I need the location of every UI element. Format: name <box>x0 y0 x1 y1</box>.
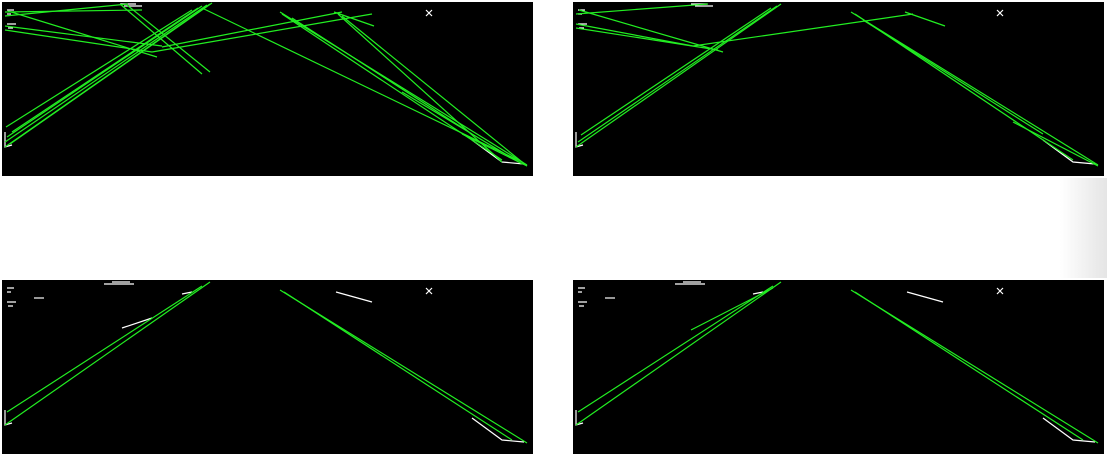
edge-shadow <box>1060 178 1107 278</box>
edge-fragments <box>4 3 525 165</box>
panel-top-right <box>573 2 1104 176</box>
edge-fragments <box>4 281 525 443</box>
panel-bottom-left <box>2 280 533 454</box>
lane-lines-canvas <box>575 281 1099 444</box>
panel-bottom-right <box>573 280 1104 454</box>
edge-fragments <box>575 3 1096 165</box>
panel-top-left <box>2 2 533 176</box>
lane-lines-canvas <box>4 2 528 167</box>
edge-fragments <box>575 281 1096 443</box>
detected-lines <box>575 3 1099 167</box>
detected-lines <box>4 2 528 167</box>
lane-lines-canvas <box>575 3 1099 167</box>
detected-lines <box>4 281 528 444</box>
detected-lines <box>575 281 1099 444</box>
lane-lines-canvas <box>4 281 528 444</box>
